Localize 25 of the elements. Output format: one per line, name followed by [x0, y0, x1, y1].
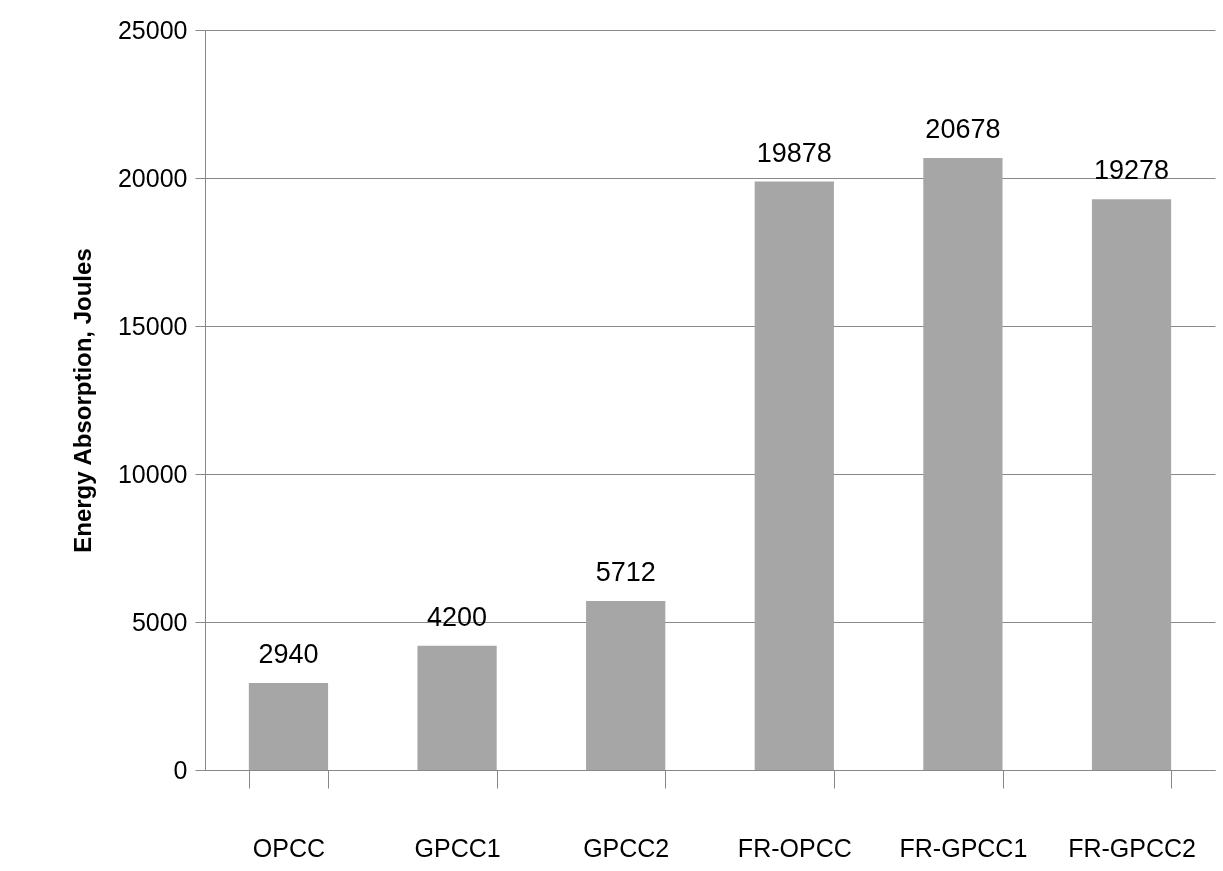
data-label: 20678	[925, 113, 1001, 144]
x-tick-label: FR-GPCC2	[1068, 833, 1196, 862]
y-tick-label: 20000	[117, 163, 188, 192]
bar	[754, 181, 834, 770]
data-label: 19278	[1093, 155, 1170, 186]
data-label: 19878	[756, 137, 832, 168]
data-label: 2940	[258, 638, 319, 669]
x-tick-label: GPCC2	[583, 833, 670, 862]
data-label: 5712	[595, 556, 656, 587]
bar	[248, 682, 329, 770]
bar	[586, 600, 666, 770]
y-tick-label: 0	[173, 755, 188, 784]
x-tick-label: OPCC	[252, 833, 326, 862]
x-tick-label: GPCC1	[414, 833, 501, 862]
y-tick-label: 5000	[131, 607, 188, 636]
y-tick-label: 25000	[117, 15, 188, 44]
y-tick-label: 15000	[117, 311, 188, 340]
x-tick-label: FR-GPCC1	[899, 833, 1028, 862]
bar	[417, 645, 497, 770]
y-axis-title: Energy Absorption, Joules	[68, 248, 96, 553]
x-tick-label: FR-OPCC	[737, 833, 852, 862]
data-label: 4200	[427, 601, 488, 632]
bar	[1091, 199, 1172, 770]
bar	[923, 157, 1003, 770]
y-tick-label: 10000	[117, 459, 188, 488]
